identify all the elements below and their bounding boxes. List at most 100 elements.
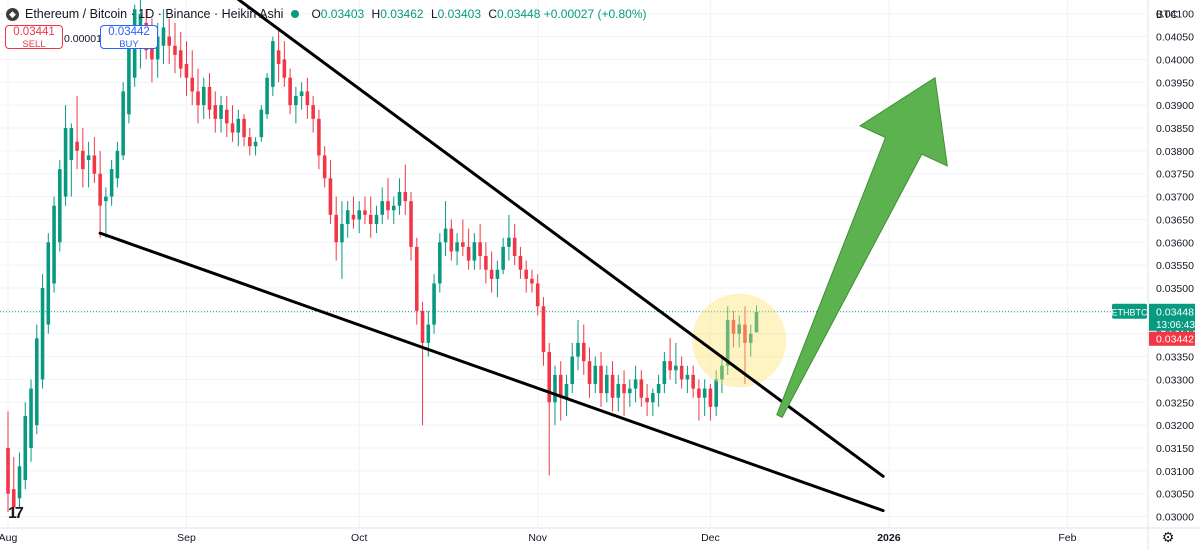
candle[interactable] [518,246,523,279]
candle[interactable] [294,86,298,124]
candle[interactable] [743,306,747,384]
candle[interactable] [225,96,229,138]
candle[interactable] [754,305,759,333]
symbol-title[interactable]: Ethereum / Bitcoin · 1D · Binance · Heik… [25,7,284,21]
candle[interactable] [17,452,22,508]
candle[interactable] [691,365,695,398]
candle[interactable] [253,137,258,156]
candle[interactable] [685,365,690,394]
candle[interactable] [472,233,477,270]
candle[interactable] [265,73,269,119]
currency-label[interactable]: BTC [1156,9,1178,21]
candle[interactable] [391,196,396,224]
candle[interactable] [184,41,189,96]
candle[interactable] [328,160,333,224]
candle[interactable] [311,96,315,133]
candle[interactable] [599,352,603,407]
candle[interactable] [679,356,684,389]
candle[interactable] [622,370,626,416]
candle[interactable] [259,105,264,142]
sell-button[interactable]: 0.03441 SELL [5,25,63,50]
candle[interactable] [271,36,275,96]
candle[interactable] [219,96,223,133]
candle[interactable] [374,205,379,234]
candle[interactable] [714,370,718,416]
candle[interactable] [645,384,649,416]
candle[interactable] [69,123,74,197]
candle[interactable] [23,402,28,490]
candle[interactable] [547,342,551,476]
candle[interactable] [576,320,580,371]
candle[interactable] [438,233,442,293]
candle[interactable] [524,260,528,293]
candle[interactable] [535,274,540,316]
candle[interactable] [6,411,10,512]
candle[interactable] [581,324,586,375]
buy-button[interactable]: 0.03442 BUY [100,25,158,50]
candle[interactable] [207,73,212,119]
candle[interactable] [317,109,321,170]
candle[interactable] [380,187,385,224]
candle[interactable] [570,342,575,394]
candle[interactable] [230,105,235,142]
candle[interactable] [737,315,741,348]
candle[interactable] [299,82,304,110]
candle[interactable] [92,137,97,183]
candle[interactable] [495,260,500,298]
candle[interactable] [109,160,114,206]
candle[interactable] [351,196,356,229]
candle[interactable] [178,32,183,78]
candle[interactable] [46,233,51,334]
candle[interactable] [368,196,373,238]
candle[interactable] [748,324,753,357]
candle[interactable] [507,214,511,261]
candle[interactable] [720,356,724,394]
candle[interactable] [651,388,655,416]
candle[interactable] [489,251,494,293]
candle[interactable] [397,178,402,215]
candle[interactable] [63,105,68,206]
candle[interactable] [605,365,609,403]
candle[interactable] [104,187,108,238]
candle[interactable] [420,301,425,426]
candle[interactable] [662,352,667,394]
candle[interactable] [305,77,310,119]
candle[interactable] [322,146,327,188]
candle[interactable] [40,274,45,389]
candle[interactable] [443,201,448,256]
candle[interactable] [409,192,413,261]
candle[interactable] [75,96,79,170]
candle[interactable] [478,224,482,270]
candle[interactable] [196,68,200,124]
candle[interactable] [35,324,39,435]
candle[interactable] [461,219,465,256]
candle[interactable] [639,370,644,407]
candle[interactable] [628,379,632,407]
candle[interactable] [173,22,177,74]
candle[interactable] [213,91,218,133]
candle[interactable] [236,109,241,147]
candle[interactable] [702,379,707,416]
candle[interactable] [449,219,454,261]
candle[interactable] [52,196,56,293]
candle[interactable] [345,201,350,238]
candle[interactable] [512,224,517,266]
candle[interactable] [276,27,281,83]
candle[interactable] [610,361,615,412]
candle[interactable] [484,242,488,284]
candle[interactable] [288,68,292,115]
candle[interactable] [167,18,171,64]
candle[interactable] [725,306,730,375]
candle[interactable] [656,374,661,407]
candle[interactable] [115,141,120,188]
candle[interactable] [587,347,592,398]
candle[interactable] [58,160,62,252]
candle[interactable] [11,457,16,517]
candle[interactable] [432,274,436,334]
candle[interactable] [386,178,390,220]
candle[interactable] [697,379,701,421]
candle[interactable] [86,141,91,188]
candle[interactable] [81,128,85,188]
candle[interactable] [29,379,33,462]
candle[interactable] [357,201,361,234]
